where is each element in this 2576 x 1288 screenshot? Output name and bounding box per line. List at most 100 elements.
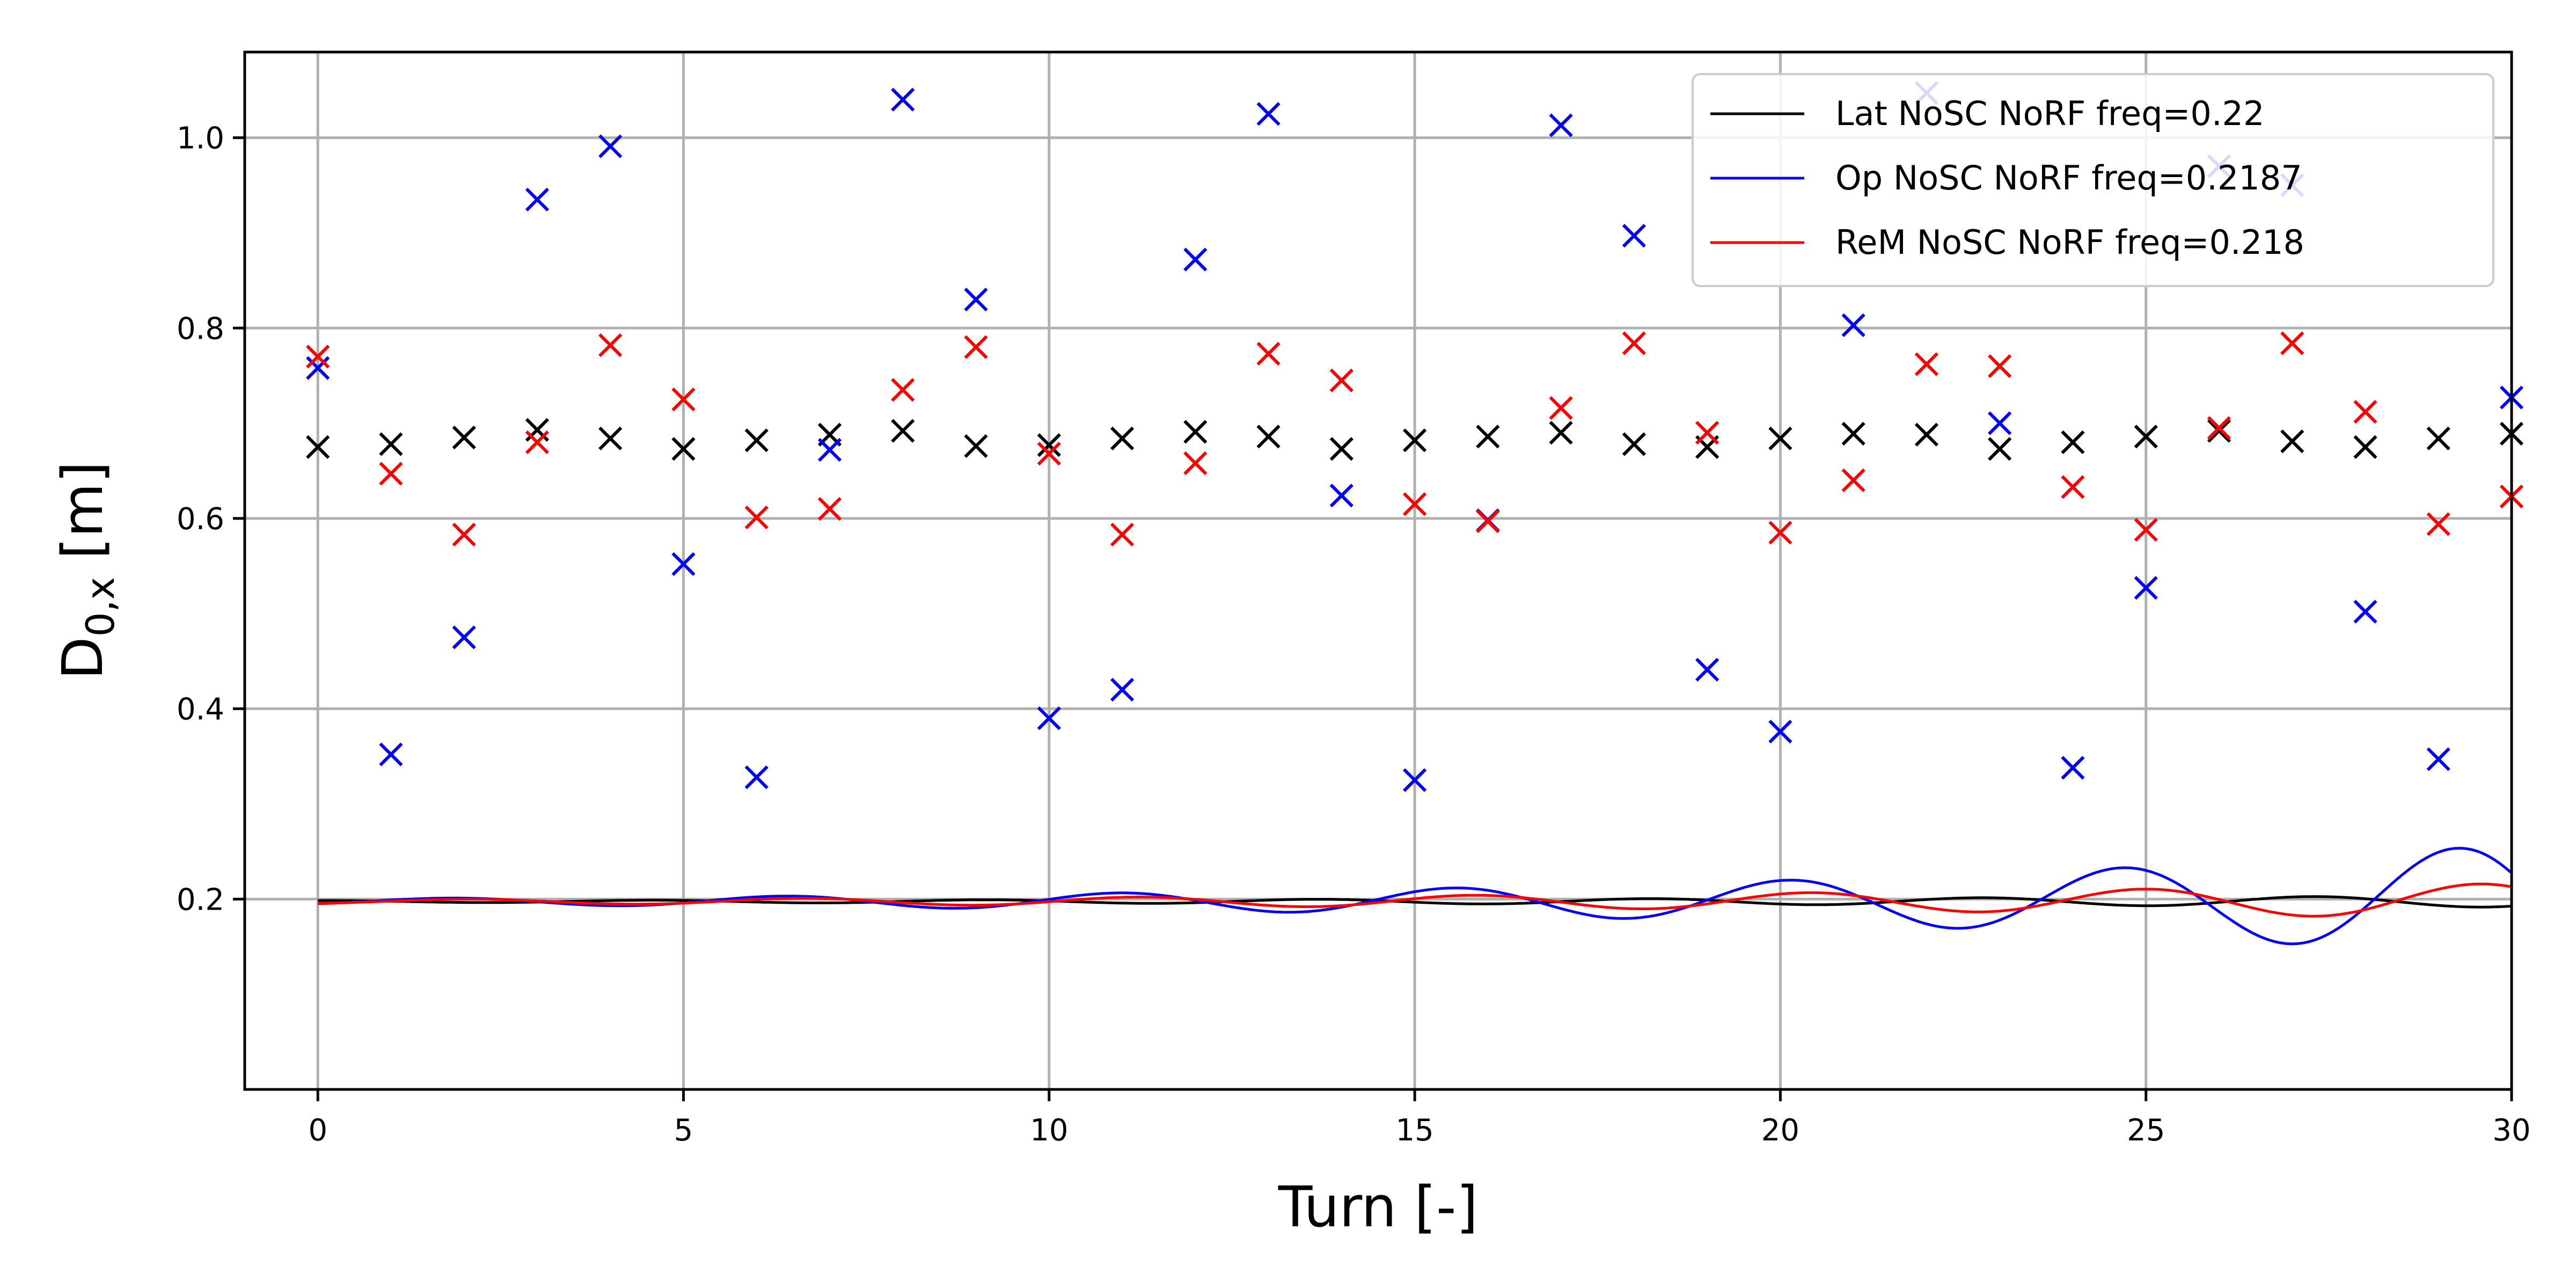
x-axis-label: Turn [-]: [1278, 1174, 1478, 1240]
marker-rem: [2426, 512, 2450, 536]
marker-rem: [964, 335, 988, 359]
marker-rem: [2134, 518, 2158, 542]
marker-op: [1695, 657, 1719, 682]
marker-op: [744, 765, 769, 789]
marker-rem: [1476, 509, 1500, 533]
marker-rem: [1037, 442, 1061, 466]
y-axis-label-subscript: 0,x: [78, 577, 123, 636]
x-tick-label: 25: [2127, 1113, 2165, 1148]
marker-op: [1841, 313, 1865, 338]
y-tick-label: 0.6: [177, 502, 224, 537]
marker-lat: [1329, 437, 1353, 461]
marker-lat: [1988, 437, 2012, 461]
legend-label-op: Op NoSC NoRF freq=0.2187: [1835, 158, 2302, 197]
y-tick-label: 0.4: [177, 692, 224, 727]
curve-rem: [318, 882, 2512, 918]
y-axis-label: D0,x [m]: [50, 462, 123, 680]
marker-lat: [671, 437, 696, 461]
marker-lat: [379, 432, 403, 456]
marker-op: [306, 356, 330, 380]
marker-op: [1549, 113, 1573, 137]
marker-op: [2061, 756, 2085, 780]
marker-rem: [1914, 352, 1939, 376]
marker-op: [1329, 484, 1353, 508]
marker-rem: [2280, 331, 2304, 355]
marker-op: [891, 87, 915, 112]
marker-lat: [964, 434, 988, 458]
marker-lat: [598, 426, 623, 451]
marker-rem: [1110, 522, 1135, 547]
marker-op: [2134, 576, 2158, 600]
marker-op: [598, 134, 623, 158]
y-tick-label: 1.0: [177, 121, 224, 156]
marker-op: [1037, 706, 1061, 730]
marker-lat: [452, 426, 476, 450]
marker-op: [1110, 678, 1135, 702]
marker-rem: [671, 387, 696, 412]
marker-lat: [1037, 433, 1061, 457]
marker-lat: [1914, 422, 1939, 447]
marker-op: [379, 742, 403, 766]
x-tick-label: 15: [1395, 1113, 1433, 1148]
marker-lat: [744, 428, 769, 452]
marker-op: [1988, 411, 2012, 435]
legend-label-rem: ReM NoSC NoRF freq=0.218: [1835, 223, 2304, 262]
marker-rem: [1329, 368, 1353, 392]
marker-op: [817, 438, 842, 462]
marker-rem: [1988, 354, 2012, 378]
marker-op: [1403, 768, 1427, 792]
curves: [318, 846, 2513, 946]
marker-lat: [1403, 428, 1427, 452]
marker-rem: [1183, 451, 1208, 475]
ticks: 0 5 10 15 20 25 30 0.2 0.4 0.6 0.8 1.0: [177, 121, 2531, 1148]
marker-op: [452, 625, 476, 649]
marker-lat: [891, 419, 915, 443]
marker-lat: [306, 435, 330, 459]
marker-rem: [1622, 331, 1646, 355]
marker-lat: [2061, 430, 2085, 455]
marker-rem: [1695, 421, 1719, 445]
marker-rem: [598, 333, 623, 357]
legend-label-lat: Lat NoSC NoRF freq=0.22: [1835, 94, 2264, 133]
x-tick-label: 20: [1761, 1113, 1799, 1148]
marker-lat: [2280, 429, 2304, 453]
legend-box: [1692, 73, 2494, 287]
y-tick-label: 0.2: [177, 882, 224, 917]
marker-op: [964, 287, 988, 312]
marker-rem: [1549, 396, 1573, 420]
marker-lat: [1768, 426, 1792, 451]
x-tick-label: 5: [674, 1113, 693, 1148]
marker-rem: [1256, 342, 1280, 366]
marker-rem: [891, 378, 915, 402]
marker-op: [671, 552, 696, 576]
marker-op: [2426, 747, 2450, 771]
x-tick-label: 0: [308, 1113, 327, 1148]
marker-rem: [452, 522, 476, 547]
marker-lat: [2426, 426, 2450, 451]
marker-rem: [525, 430, 550, 455]
x-tick-label: 30: [2492, 1113, 2530, 1148]
marker-op: [1768, 720, 1792, 744]
marker-lat: [2134, 425, 2158, 449]
marker-lat: [1110, 426, 1135, 451]
marker-rem: [306, 345, 330, 369]
marker-op: [2353, 599, 2377, 624]
marker-rem: [1768, 521, 1792, 545]
marker-op: [1622, 224, 1646, 248]
legend: Lat NoSC NoRF freq=0.22 Op NoSC NoRF fre…: [1692, 73, 2494, 287]
marker-rem: [379, 462, 403, 486]
marker-rem: [817, 497, 842, 521]
y-tick-label: 0.8: [177, 311, 224, 346]
marker-op: [525, 187, 550, 211]
marker-lat: [2207, 419, 2231, 443]
marker-rem: [1403, 492, 1427, 516]
y-axis-label-main: D: [50, 636, 115, 679]
marker-rem: [2207, 416, 2231, 440]
curve-lat: [318, 895, 2512, 909]
marker-op: [1183, 247, 1208, 272]
marker-lat: [1183, 420, 1208, 444]
marker-lat: [1256, 425, 1280, 449]
y-axis-label-unit: [m]: [50, 462, 115, 577]
marker-lat: [1622, 432, 1646, 456]
